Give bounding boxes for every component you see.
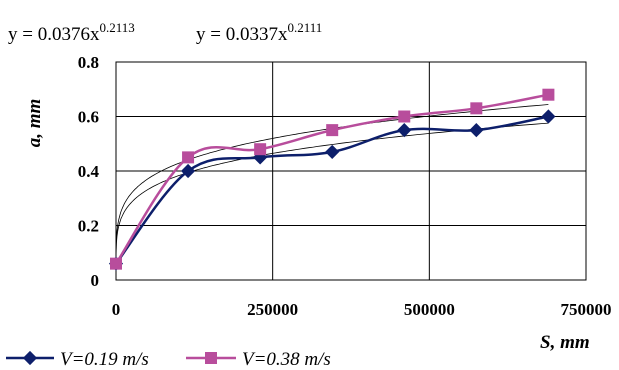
series-2-point-4 bbox=[398, 110, 411, 123]
y-tick-label-3: 0.6 bbox=[78, 108, 99, 127]
legend-label-series-1: V=0.19 m/s bbox=[60, 349, 149, 370]
y-tick-label-0: 0 bbox=[91, 271, 100, 290]
series-2-point-2 bbox=[254, 143, 267, 156]
tick-labels: 0 0.2 0.4 0.6 0.8 0 250000 500000 750000 bbox=[78, 53, 612, 319]
trendline-equation-2: y = 0.0337x0.2111 bbox=[196, 20, 322, 45]
series-2-point-6 bbox=[542, 88, 555, 101]
series-2-point-5 bbox=[470, 102, 483, 115]
series-2-point-0 bbox=[110, 257, 122, 270]
x-tick-label-3: 750000 bbox=[561, 300, 612, 319]
legend-marker-series-1 bbox=[22, 350, 38, 366]
y-tick-label-4: 0.8 bbox=[78, 53, 99, 72]
series-1-point-6 bbox=[541, 109, 556, 124]
y-tick-label-2: 0.4 bbox=[78, 162, 100, 181]
series-markers bbox=[108, 88, 556, 271]
series-1-point-5 bbox=[469, 123, 484, 138]
series-2-point-1 bbox=[182, 151, 195, 164]
trendline-2 bbox=[115, 122, 549, 263]
trendline-equation-1: y = 0.0376x0.2113 bbox=[8, 20, 135, 45]
x-tick-label-2: 500000 bbox=[404, 300, 455, 319]
legend-label-series-2: V=0.38 m/s bbox=[242, 349, 331, 370]
x-tick-label-0: 0 bbox=[112, 300, 121, 319]
y-tick-label-1: 0.2 bbox=[78, 217, 99, 236]
legend-marker-series-2 bbox=[205, 352, 217, 364]
series-1-point-3 bbox=[325, 144, 340, 159]
x-tick-label-1: 250000 bbox=[247, 300, 298, 319]
y-axis-label: a, mm bbox=[24, 99, 45, 148]
x-axis-label: S, mm bbox=[540, 332, 590, 353]
legend: V=0.19 m/s V=0.38 m/s bbox=[6, 349, 331, 370]
series-1-point-1 bbox=[180, 163, 196, 179]
series-1-point-4 bbox=[397, 123, 412, 138]
series-2-point-3 bbox=[326, 124, 339, 137]
